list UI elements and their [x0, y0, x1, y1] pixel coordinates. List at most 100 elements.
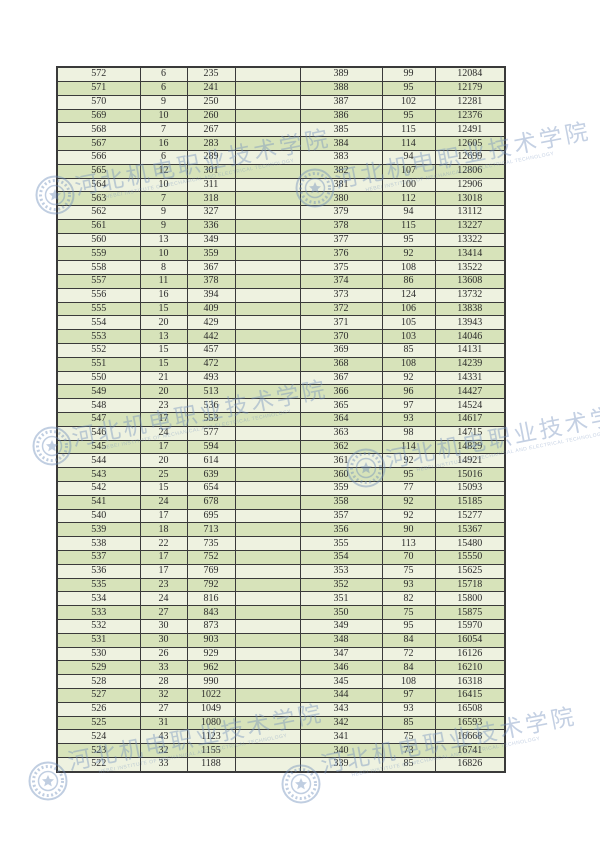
table-row: 534 24 816 351 82 15800 — [56, 591, 506, 607]
value-cell: 567 — [56, 136, 141, 151]
value-cell: 21 — [139, 370, 188, 386]
value-cell: 561 — [56, 218, 141, 234]
value-cell: 17 — [139, 563, 188, 579]
value-cell: 93 — [381, 577, 436, 593]
spacer-cell — [234, 425, 301, 441]
value-cell: 106 — [381, 301, 436, 317]
value-cell: 86 — [381, 274, 436, 289]
spacer-cell — [234, 122, 301, 138]
value-cell: 24 — [139, 425, 188, 441]
spacer-cell — [234, 660, 301, 676]
value-cell: 311 — [186, 177, 236, 193]
value-cell: 356 — [299, 522, 383, 538]
table-row: 562 9 327 379 94 13112 — [56, 205, 506, 220]
value-cell: 93 — [381, 701, 436, 717]
value-cell: 571 — [56, 80, 141, 96]
value-cell: 340 — [299, 743, 383, 758]
value-cell: 11 — [139, 274, 188, 289]
spacer-cell — [234, 149, 301, 165]
spacer-cell — [234, 646, 301, 662]
value-cell: 13522 — [434, 260, 506, 276]
value-cell: 513 — [186, 384, 236, 400]
table-row: 555 15 409 372 106 13838 — [56, 301, 506, 317]
value-cell: 73 — [381, 743, 436, 758]
value-cell: 349 — [186, 232, 236, 248]
table-row: 522 33 1188 339 85 16826 — [56, 756, 506, 773]
score-table-body: 572 6 235 389 99 12084 571 6 241 388 95 12179 570 9 25… — [56, 66, 506, 773]
value-cell: 43 — [139, 729, 188, 745]
value-cell: 12906 — [434, 177, 506, 193]
value-cell: 12605 — [434, 136, 506, 151]
table-row: 547 17 553 364 93 14617 — [56, 412, 506, 427]
value-cell: 990 — [186, 674, 236, 689]
value-cell: 358 — [299, 494, 383, 510]
value-cell: 15367 — [434, 522, 506, 538]
spacer-cell — [234, 370, 301, 386]
value-cell: 16318 — [434, 674, 506, 689]
value-cell: 549 — [56, 384, 141, 400]
spacer-cell — [234, 453, 301, 469]
value-cell: 559 — [56, 246, 141, 262]
value-cell: 350 — [299, 605, 383, 620]
value-cell: 522 — [56, 756, 141, 773]
value-cell: 17 — [139, 550, 188, 565]
value-cell: 24 — [139, 494, 188, 510]
spacer-cell — [234, 756, 301, 773]
spacer-cell — [234, 674, 301, 689]
value-cell: 357 — [299, 508, 383, 524]
value-cell: 14331 — [434, 370, 506, 386]
value-cell: 10 — [139, 177, 188, 193]
value-cell: 107 — [381, 163, 436, 179]
value-cell: 23 — [139, 398, 188, 414]
value-cell: 6 — [139, 66, 188, 82]
value-cell: 389 — [299, 66, 383, 82]
value-cell: 551 — [56, 356, 141, 372]
value-cell: 250 — [186, 94, 236, 110]
value-cell: 6 — [139, 80, 188, 96]
value-cell: 33 — [139, 660, 188, 676]
table-row: 524 43 1123 341 75 16668 — [56, 729, 506, 745]
table-row: 544 20 614 361 92 14921 — [56, 453, 506, 469]
value-cell: 16508 — [434, 701, 506, 717]
value-cell: 289 — [186, 149, 236, 165]
value-cell: 538 — [56, 536, 141, 552]
value-cell: 353 — [299, 563, 383, 579]
value-cell: 570 — [56, 94, 141, 110]
value-cell: 374 — [299, 274, 383, 289]
value-cell: 92 — [381, 508, 436, 524]
value-cell: 14829 — [434, 439, 506, 455]
value-cell: 15718 — [434, 577, 506, 593]
table-row: 550 21 493 367 92 14331 — [56, 370, 506, 386]
value-cell: 28 — [139, 674, 188, 689]
table-row: 529 33 962 346 84 16210 — [56, 660, 506, 676]
spacer-cell — [234, 108, 301, 124]
value-cell: 370 — [299, 329, 383, 345]
value-cell: 386 — [299, 108, 383, 124]
value-cell: 351 — [299, 591, 383, 607]
value-cell: 678 — [186, 494, 236, 510]
spacer-cell — [234, 301, 301, 317]
value-cell: 15 — [139, 481, 188, 496]
value-cell: 13732 — [434, 287, 506, 303]
value-cell: 364 — [299, 412, 383, 427]
spacer-cell — [234, 136, 301, 151]
value-cell: 535 — [56, 577, 141, 593]
spacer-cell — [234, 232, 301, 248]
value-cell: 8 — [139, 260, 188, 276]
value-cell: 24 — [139, 591, 188, 607]
value-cell: 13112 — [434, 205, 506, 220]
value-cell: 14131 — [434, 343, 506, 358]
value-cell: 543 — [56, 467, 141, 483]
value-cell: 15 — [139, 356, 188, 372]
spacer-cell — [234, 274, 301, 289]
spacer-cell — [234, 177, 301, 193]
table-row: 543 25 639 360 95 15016 — [56, 467, 506, 483]
value-cell: 525 — [56, 715, 141, 731]
value-cell: 354 — [299, 550, 383, 565]
score-distribution-table: 572 6 235 389 99 12084 571 6 241 388 95 12179 570 9 25… — [56, 66, 506, 773]
value-cell: 100 — [381, 177, 436, 193]
value-cell: 94 — [381, 149, 436, 165]
value-cell: 962 — [186, 660, 236, 676]
value-cell: 382 — [299, 163, 383, 179]
value-cell: 555 — [56, 301, 141, 317]
